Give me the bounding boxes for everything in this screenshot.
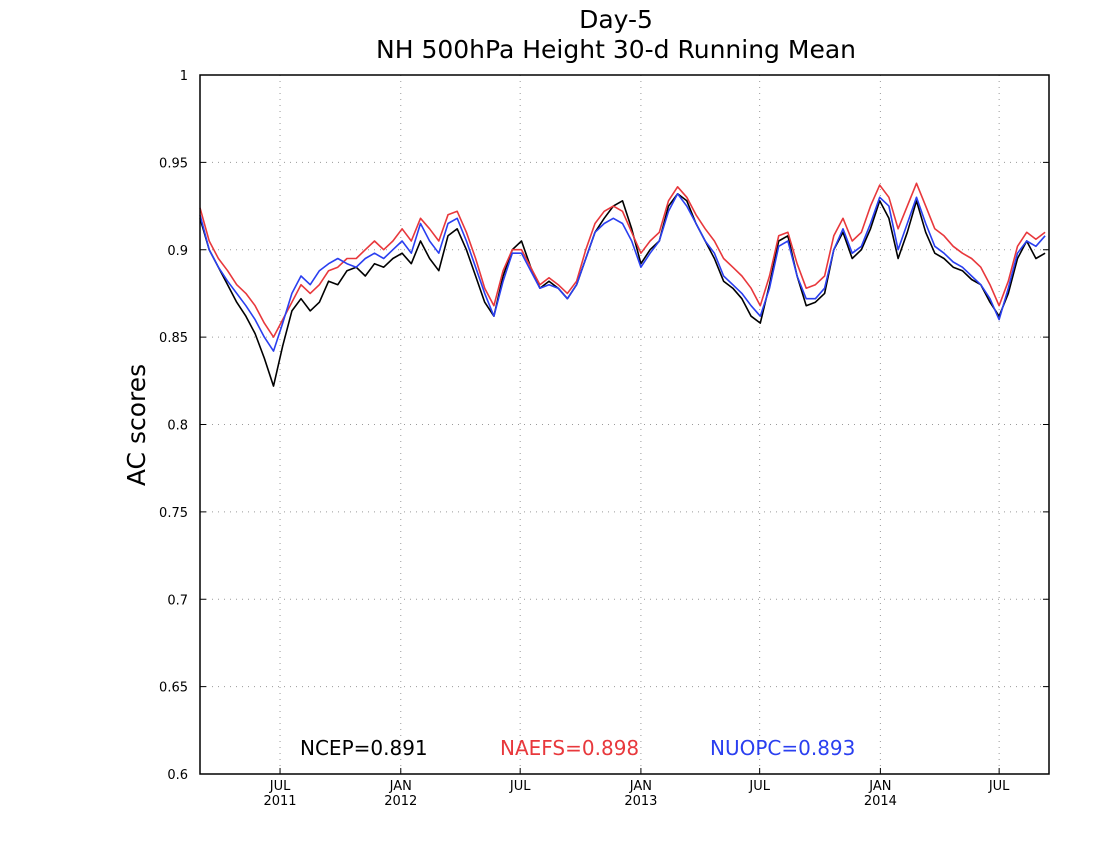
legend-naefs: NAEFS=0.898 (500, 736, 639, 760)
x-tick-year-label: 2012 (384, 794, 417, 809)
chart-subtitle: NH 500hPa Height 30-d Running Mean (376, 35, 856, 64)
y-axis-ticks: 0.6 0.65 0.7 0.75 0.8 0.85 0.9 0.95 1 (159, 69, 1049, 783)
plot-frame (199, 74, 1050, 775)
y-tick-label: 0.7 (167, 593, 188, 608)
series-line-nuopc (199, 193, 1046, 352)
legend: NCEP=0.891 NAEFS=0.898 NUOPC=0.893 (300, 736, 855, 760)
x-tick-label: JAN (629, 779, 652, 794)
x-tick-label: JUL (748, 779, 770, 794)
x-tick-label: JUL (269, 779, 291, 794)
legend-nuopc: NUOPC=0.893 (710, 736, 855, 760)
legend-ncep: NCEP=0.891 (300, 736, 428, 760)
y-axis-label: AC scores (122, 364, 151, 486)
series-lines (199, 182, 1046, 387)
y-tick-label: 0.85 (159, 331, 188, 346)
series-line-naefs (199, 182, 1046, 338)
x-tick-label: JAN (868, 779, 891, 794)
x-tick-year-label: 2014 (864, 794, 897, 809)
x-tick-label: JUL (509, 779, 531, 794)
chart-title: Day-5 (579, 5, 653, 34)
x-tick-year-label: 2011 (263, 794, 296, 809)
gridlines (200, 75, 1049, 774)
y-tick-label: 0.9 (167, 244, 188, 259)
y-tick-label: 0.75 (159, 506, 188, 521)
x-tick-label: JAN (389, 779, 412, 794)
y-tick-label: 0.95 (159, 156, 188, 171)
y-tick-label: 0.6 (167, 768, 188, 783)
x-tick-label: JUL (988, 779, 1010, 794)
y-tick-label: 0.8 (167, 419, 188, 434)
y-tick-label: 0.65 (159, 681, 188, 696)
series-line-ncep (199, 193, 1046, 387)
y-tick-label: 1 (180, 69, 188, 84)
x-tick-year-label: 2013 (624, 794, 657, 809)
